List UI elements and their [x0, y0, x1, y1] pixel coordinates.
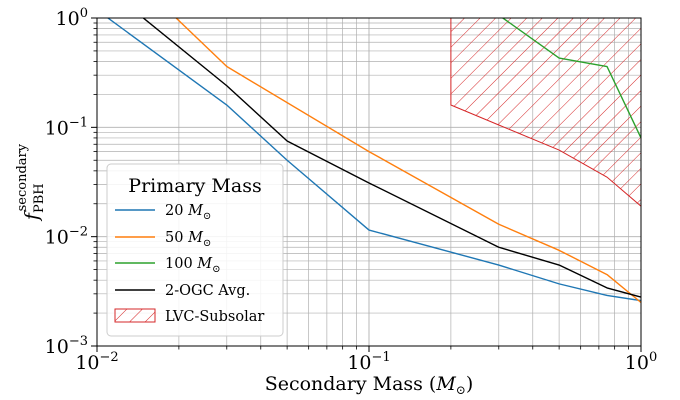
x-axis-label: Secondary Mass (M⊙): [265, 373, 474, 397]
legend-label-2: 100 M⊙: [165, 256, 221, 275]
legend-title: Primary Mass: [128, 175, 261, 197]
legend-label-1: 50 M⊙: [165, 230, 211, 249]
axis-labels: Secondary Mass (M⊙) fPBHsecondary: [15, 143, 473, 397]
series-line-1: [175, 18, 641, 304]
y-tick-label: 10−3: [45, 334, 88, 358]
y-tick-label: 100: [56, 6, 88, 30]
x-tick-label: 10−1: [347, 350, 390, 374]
x-tick-label: 100: [625, 350, 657, 374]
y-tick-label: 10−2: [45, 225, 88, 249]
series-lines: [106, 18, 641, 304]
y-axis-label: fPBHsecondary: [15, 143, 47, 222]
legend-box: [106, 163, 284, 337]
series-line-0: [106, 18, 641, 302]
shaded-regions: [450, 18, 641, 207]
legend-label-3: 2-OGC Avg.: [165, 283, 250, 299]
series-line-3: [142, 18, 641, 298]
legend: Primary Mass 20 M⊙ 50 M⊙ 100 M⊙ 2-OGC Avg. LV…: [106, 163, 284, 337]
legend-label-region: LVC-Subsolar: [165, 309, 264, 325]
x-tick-label: 10−2: [75, 350, 118, 374]
y-tick-label: 10−1: [45, 115, 88, 139]
region-lvc-subsolar: [450, 18, 641, 207]
legend-label-0: 20 M⊙: [165, 203, 211, 222]
series-line-2: [501, 18, 641, 139]
legend-swatch-region: [114, 308, 156, 323]
